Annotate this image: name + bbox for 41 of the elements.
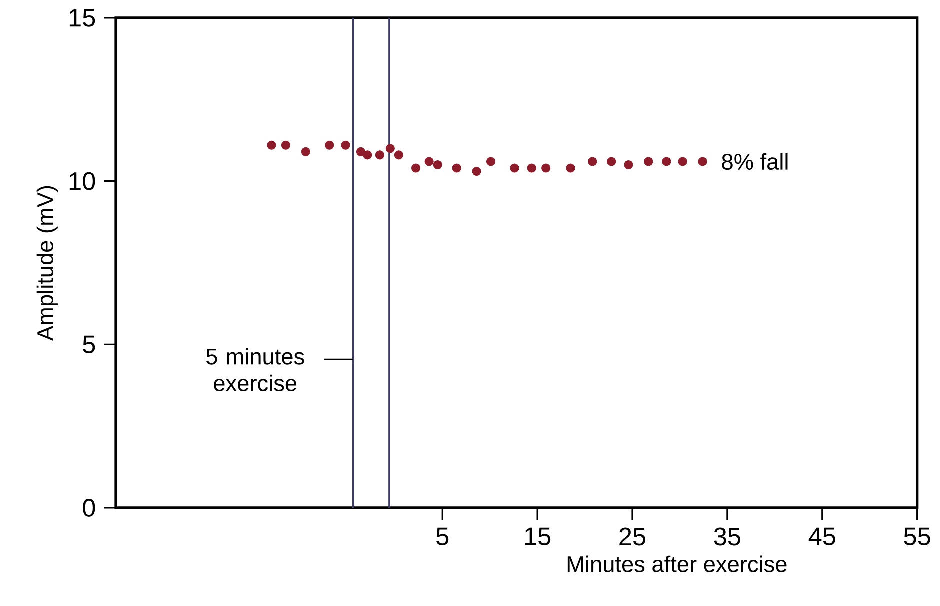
x-tick-label: 25 [620,528,646,546]
y-tick-label: 5 [83,336,96,354]
point [356,147,366,156]
point [301,147,310,156]
point [375,150,384,160]
point [325,140,334,150]
point [662,157,672,166]
y-tick-label: 0 [83,499,96,517]
point [607,157,616,166]
annotation: 8% fall [722,153,788,170]
point [542,164,551,173]
y-tick-label: 10 [70,172,96,190]
point [452,164,462,173]
point [363,150,372,160]
point [588,157,598,166]
point [644,157,654,166]
point [394,150,404,160]
point [527,164,536,173]
point [424,157,434,166]
point [472,166,482,176]
x-tick-label: 15 [525,528,551,546]
point [386,144,395,154]
point [678,157,688,166]
point [486,157,496,166]
point [281,140,290,150]
x-tick-label: 35 [714,528,740,546]
point [510,164,520,173]
point [411,164,421,173]
x-axis-title: Minutes after exercise [568,556,787,572]
point [433,160,442,170]
point [341,140,350,150]
y-axis-title: Amplitude (mV) [36,186,58,342]
ref-line-label: 5 minutes exercise [206,348,304,392]
y-tick-label: 15 [70,9,96,27]
point [698,157,708,166]
point [267,140,276,150]
x-tick-label: 5 [436,528,449,546]
x-tick-label: 55 [904,528,930,546]
point [566,164,576,173]
x-tick-label: 45 [808,528,836,546]
point [624,160,634,170]
